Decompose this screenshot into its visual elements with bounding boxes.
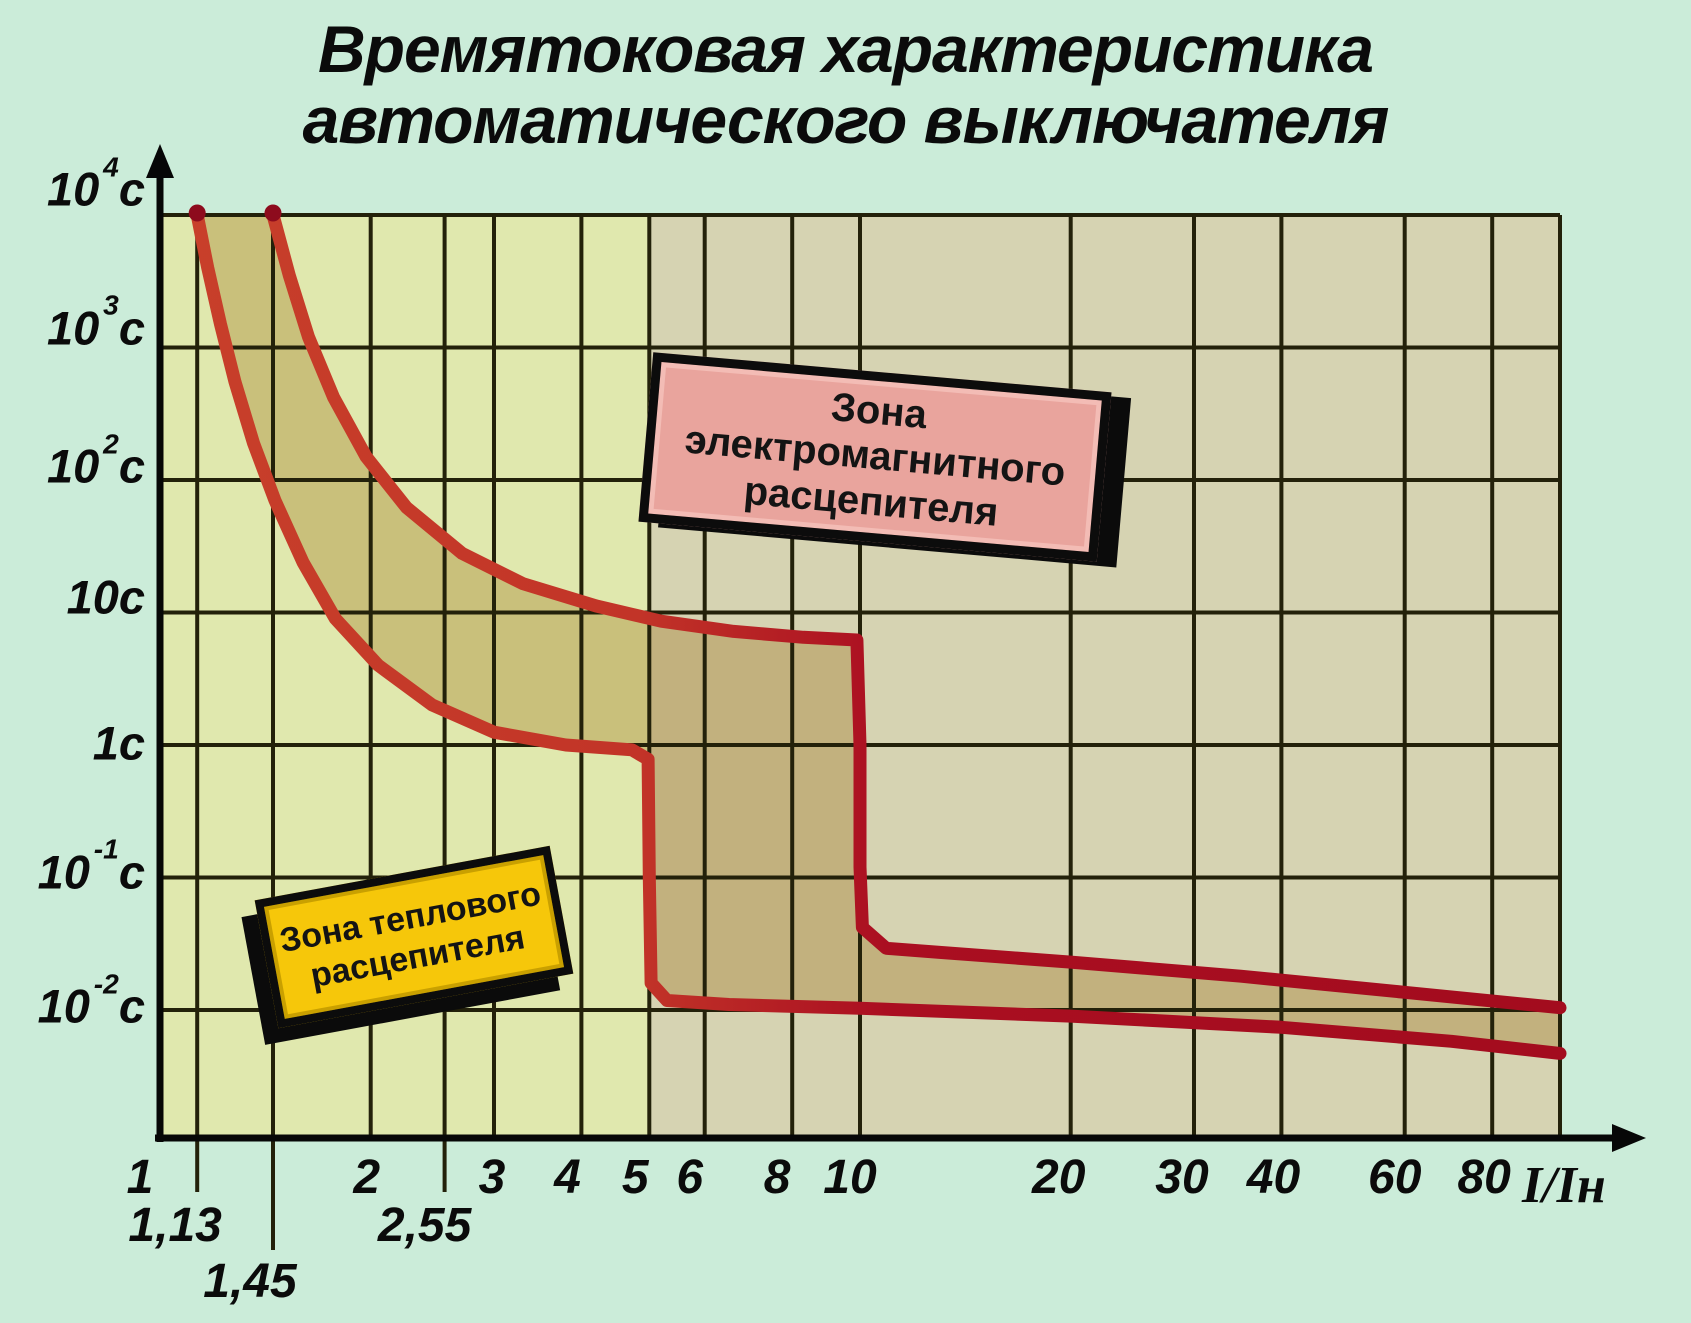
x-axis xyxy=(155,1124,1646,1152)
x-subtick-label: 1,45 xyxy=(203,1255,297,1308)
x-tick-label: 2 xyxy=(353,1151,381,1204)
upper-trip-curve xyxy=(266,208,1567,1015)
y-tick-label: 10 3с xyxy=(46,288,145,354)
y-tick-label: 10 -1с xyxy=(37,832,145,898)
y-axis xyxy=(146,144,174,1142)
x-axis-unit-label: I/Iн xyxy=(1522,1157,1606,1214)
x-tick-label: 8 xyxy=(763,1151,791,1204)
x-subtick-label: 2,55 xyxy=(377,1199,472,1252)
x-tick-label: 10 xyxy=(823,1151,877,1204)
x-tick-label: 40 xyxy=(1246,1151,1301,1204)
y-tick-label: 1с xyxy=(92,716,145,770)
x-tick-label: 60 xyxy=(1368,1151,1422,1204)
thermal-zone-sign-text: Зона теплового расцепителя xyxy=(277,873,552,1000)
x-subtick-label: 1,13 xyxy=(128,1199,222,1252)
x-tick-label: 5 xyxy=(621,1151,649,1204)
y-tick-label: 10 -2с xyxy=(37,967,145,1033)
chart-title-line1: Времятоковая характеристика xyxy=(317,12,1374,86)
upper-curve-start-dot xyxy=(264,204,282,222)
trip-band xyxy=(197,215,1561,1054)
x-tick-label: 30 xyxy=(1155,1151,1209,1204)
electromagnetic-zone-sign-text: Зона электромагнитного расцепителя xyxy=(679,373,1071,541)
lower-trip-curve xyxy=(190,208,1567,1060)
y-tick-label: 10 4с xyxy=(46,150,145,216)
x-tick-label: 3 xyxy=(478,1151,506,1204)
x-tick-label: 6 xyxy=(676,1151,704,1204)
x-tick-label: 1 xyxy=(126,1151,154,1204)
y-tick-label: 10с xyxy=(66,570,145,623)
y-tick-label: 10 2с xyxy=(46,427,145,493)
x-tick-label: 20 xyxy=(1032,1151,1086,1204)
x-tick-label: 80 xyxy=(1457,1151,1511,1204)
chart-title-line2: автоматического выключателя xyxy=(302,82,1390,157)
chart-title: Времятоковая характеристика автоматическ… xyxy=(0,14,1691,155)
lower-curve-start-dot xyxy=(188,204,206,222)
x-tick-label: 4 xyxy=(554,1151,581,1204)
